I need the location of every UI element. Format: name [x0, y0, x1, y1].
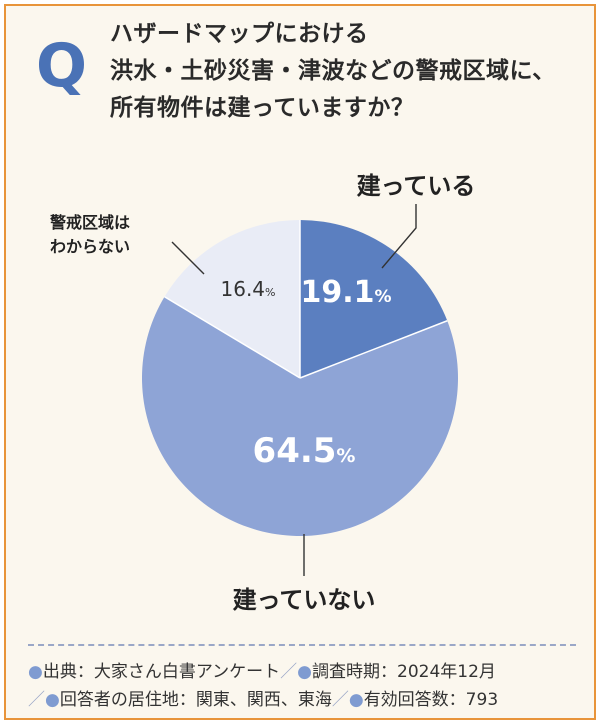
bullet-dot-icon: ●: [28, 662, 43, 682]
leader-line-3: [171, 241, 205, 275]
slice-value-label-3: 16.4%: [221, 277, 276, 301]
footer-line-1: ●出典：大家さん白書アンケート／●調査時期：2024年12月: [28, 658, 588, 686]
category-label-1: 建っている: [357, 172, 476, 200]
leader-line-1: [381, 204, 417, 269]
separator-slash: ／: [28, 690, 45, 710]
question-line-1: ハザードマップにおける: [110, 21, 369, 47]
bullet-dot-icon: ●: [348, 690, 364, 710]
question-line-2: 洪水・土砂災害・津波などの警戒区域に、: [110, 58, 556, 84]
pie-slice-2: [141, 296, 458, 536]
pie-separator: [299, 320, 448, 379]
q-mark: Q: [36, 31, 88, 101]
card-frame: Q ハザードマップにおける 洪水・土砂災害・津波などの警戒区域に、 所有物件は建…: [4, 4, 596, 720]
bullet-dot-icon: ●: [45, 690, 60, 710]
footer-note-text: 有効回答数：793: [363, 690, 499, 710]
pie-slice-3: [164, 220, 300, 378]
footer-note-text: 回答者の居住地：関東、関西、東海: [59, 690, 332, 710]
footer-note-text: 調査時期：2024年12月: [312, 662, 496, 682]
pie-slice-1: [300, 220, 448, 378]
category-label-3-line-1: 警戒区域は: [49, 213, 130, 232]
separator-slash: ／: [331, 690, 349, 710]
slice-value-label-1: 19.1%: [300, 275, 391, 310]
question-title: ハザードマップにおける 洪水・土砂災害・津波などの警戒区域に、 所有物件は建って…: [110, 16, 580, 127]
footer-notes: ●出典：大家さん白書アンケート／●調査時期：2024年12月 ／●回答者の居住地：…: [28, 658, 588, 714]
category-label-2: 建っていない: [233, 586, 376, 614]
question-line-3: 所有物件は建っていますか？: [110, 95, 415, 121]
pie-separator: [164, 296, 301, 379]
footer-note-text: 出典：大家さん白書アンケート: [42, 662, 281, 682]
category-label-3-line-2: わからない: [50, 237, 130, 256]
footer-line-2: ／●回答者の居住地：関東、関西、東海／●有効回答数：793: [28, 686, 588, 714]
separator-slash: ／: [280, 662, 298, 682]
footer-divider: [28, 644, 576, 646]
bullet-dot-icon: ●: [297, 662, 313, 682]
slice-value-label-2: 64.5%: [253, 431, 356, 471]
